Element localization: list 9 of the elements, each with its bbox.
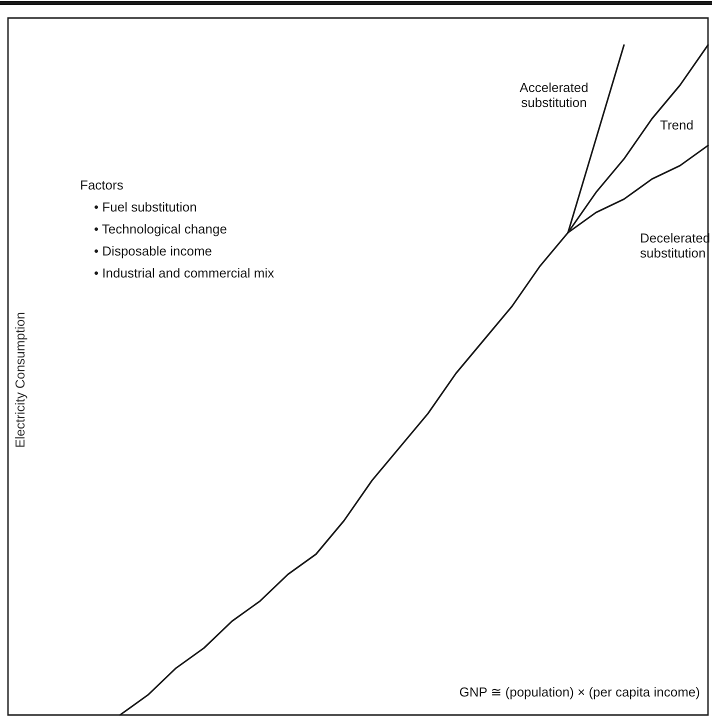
series-label: Trend (660, 118, 694, 132)
x-axis-title: GNP ≅ (population) × (per capita income) (459, 684, 700, 700)
annotation: • Industrial and commercial mix (94, 266, 275, 280)
annotation: Factors (80, 178, 124, 192)
annotation: • Disposable income (94, 244, 212, 258)
y-axis-title: Electricity Consumption (12, 312, 28, 448)
annotation: • Fuel substitution (94, 200, 197, 214)
annotation: • Technological change (94, 222, 227, 236)
series-label: Accelerated substitution (520, 80, 588, 110)
